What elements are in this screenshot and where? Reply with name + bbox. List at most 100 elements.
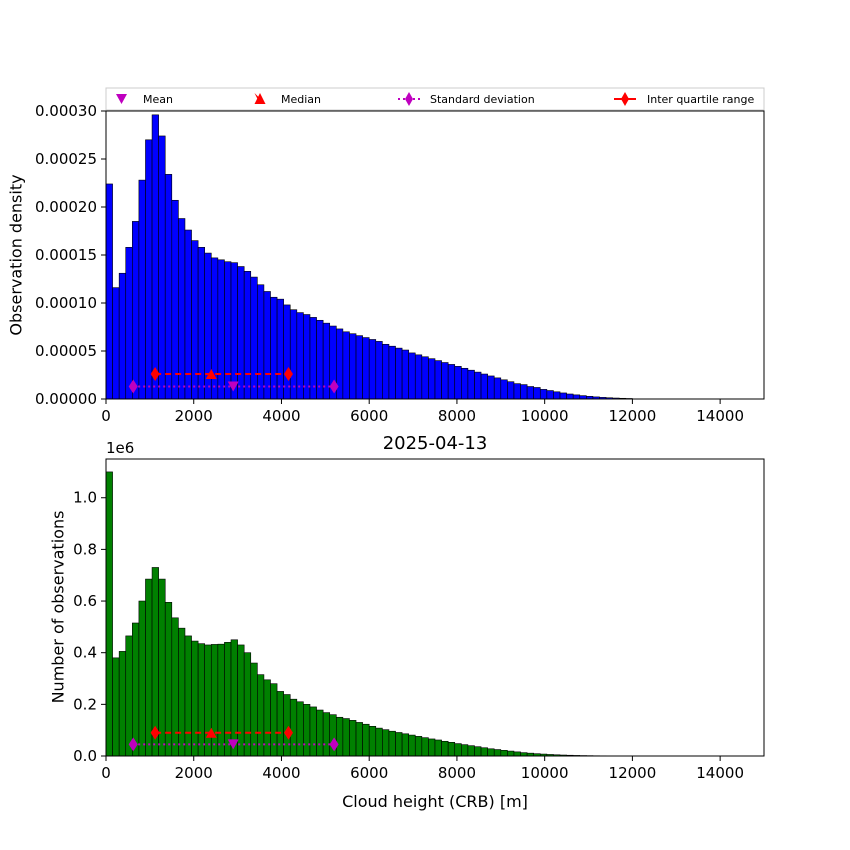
std-high-marker (329, 737, 339, 752)
histogram-bar (204, 644, 212, 757)
histogram-bar (434, 360, 442, 400)
histogram-bar (138, 179, 146, 400)
histogram-bar (355, 722, 363, 757)
histogram-bar (388, 345, 396, 400)
legend-std-label: Standard deviation (430, 93, 535, 106)
histogram-bar (309, 706, 317, 757)
histogram-bar (125, 247, 133, 400)
histogram-bar (138, 600, 146, 757)
histogram-bar (243, 271, 252, 400)
histogram-bar (191, 240, 199, 400)
legend-item-median: Median (254, 93, 321, 106)
legend-iqr-label: Inter quartile range (647, 93, 754, 106)
histogram-bar (382, 343, 390, 400)
histogram-bar (467, 369, 475, 400)
histogram-bar (171, 617, 179, 757)
histogram-bar (296, 701, 304, 757)
legend-item-mean: Mean (116, 93, 173, 106)
bottom-panel-offset-label: 1e6 (106, 439, 134, 457)
histogram-bar (342, 718, 350, 757)
histogram-bar (520, 752, 528, 757)
histogram-bar (276, 691, 284, 757)
bottom-panel-x-ticks: 0 2000 4000 6000 8000 10000 12000 14000 (101, 756, 744, 782)
median-marker (205, 727, 217, 738)
histogram-bar (447, 364, 456, 400)
histogram-bar (316, 709, 324, 757)
legend-std-marker-icon (405, 92, 413, 106)
histogram-bar (335, 716, 344, 757)
histogram-bar (237, 266, 245, 400)
y-tick-label: 0.6 (73, 592, 97, 610)
histogram-bar (230, 262, 238, 400)
histogram-bar (355, 335, 363, 400)
x-tick-label: 2000 (175, 764, 213, 782)
legend-median-triangle-icon (254, 93, 266, 104)
y-tick-label: 0.00030 (35, 102, 97, 120)
histogram-bar (408, 734, 416, 757)
histogram-bar (224, 261, 232, 400)
histogram-bar (395, 347, 403, 400)
histogram-bar (500, 379, 508, 400)
histogram-bar (408, 352, 416, 400)
histogram-bar (513, 751, 521, 757)
histogram-bar (132, 622, 140, 757)
histogram-bar (500, 750, 508, 757)
histogram-bar (480, 747, 488, 757)
x-tick-label: 14000 (696, 764, 744, 782)
histogram-bar (362, 723, 370, 757)
histogram-bar (434, 739, 442, 757)
x-tick-label: 12000 (609, 407, 657, 425)
x-tick-label: 8000 (438, 407, 476, 425)
histogram-bar (428, 358, 436, 400)
x-tick-label: 14000 (696, 407, 744, 425)
y-tick-label: 0.2 (73, 695, 97, 713)
y-tick-label: 0.00020 (35, 198, 97, 216)
top-panel-y-ticks: 0.00000 0.00005 0.00010 0.00015 0.00020 0.000… (35, 102, 106, 408)
histogram-bar (197, 247, 205, 400)
histogram-bar (342, 331, 350, 400)
y-tick-label: 0.8 (73, 540, 97, 558)
x-tick-label: 2000 (175, 407, 213, 425)
top-panel-bars (105, 114, 633, 400)
x-tick-label: 6000 (350, 764, 388, 782)
histogram-bar (210, 644, 219, 757)
histogram-bar (289, 698, 298, 757)
histogram-bar (145, 578, 153, 757)
histogram-bar (507, 381, 515, 400)
y-tick-label: 0.0 (73, 747, 97, 765)
iqr-high-marker (283, 367, 293, 382)
histogram-bar (105, 183, 113, 400)
top-panel-x-ticks: 0 2000 4000 6000 8000 10000 12000 14000 (101, 399, 744, 425)
histogram-bar (184, 635, 192, 757)
histogram-bar (197, 643, 205, 757)
legend: Mean Median Standard deviation Inter qua… (105, 87, 765, 111)
legend-median-label: Median (281, 93, 321, 106)
y-tick-label: 0.00000 (35, 390, 97, 408)
histogram-bar (118, 272, 127, 400)
histogram-bar (237, 644, 245, 757)
x-tick-label: 0 (101, 764, 111, 782)
histogram-bar (125, 635, 133, 757)
histogram-bar (250, 276, 258, 400)
histogram-bar (513, 383, 521, 400)
histogram-bar (118, 651, 127, 757)
bottom-panel-x-axis-label: Cloud height (CRB) [m] (342, 792, 528, 811)
legend-item-iqr: Inter quartile range (614, 92, 754, 106)
histogram-bar (388, 730, 396, 757)
std-low-marker (128, 737, 138, 752)
histogram-bar (263, 291, 271, 400)
histogram-bar (493, 749, 502, 757)
histogram-bar (303, 704, 311, 757)
histogram-bar (171, 199, 179, 400)
legend-item-std: Standard deviation (398, 92, 535, 106)
bottom-panel-counts: 2025-04-13 1e6 0 2000 4000 6000 8000 10000 120… (49, 433, 765, 811)
histogram-bar (329, 714, 337, 757)
histogram-bar (217, 643, 225, 757)
bottom-panel-y-ticks: 0.0 0.2 0.4 0.6 0.8 1.0 (73, 489, 106, 765)
iqr-high-marker (283, 725, 293, 740)
histogram-bar (164, 174, 173, 400)
y-tick-label: 0.00005 (35, 342, 97, 360)
bottom-panel-frame (105, 458, 765, 757)
histogram-bar (230, 639, 238, 757)
